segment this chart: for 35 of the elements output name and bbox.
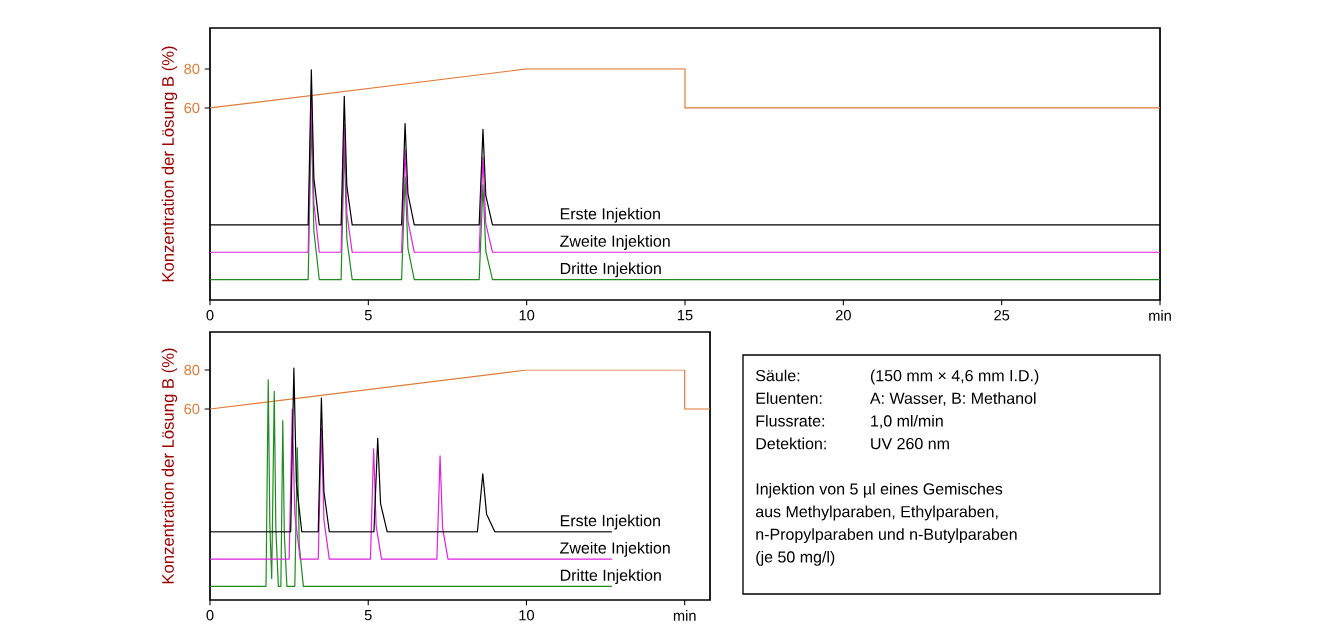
series-label: Zweite Injektion	[560, 541, 670, 557]
x-tick-label: 5	[364, 310, 372, 321]
text: 1,0 ml/min	[871, 414, 943, 429]
x-tick-label: min	[673, 610, 696, 621]
series-label: Dritte Injektion	[560, 569, 661, 585]
x-tick-label: 10	[519, 610, 535, 621]
text: n-Propylparaben und n-Butylparaben	[756, 528, 1017, 544]
y-axis-title: Konzentration der Lösung B (%)	[161, 348, 178, 584]
text: (je 50 mg/l)	[756, 550, 835, 566]
text: Eluenten:	[756, 392, 822, 404]
y-axis-title: Konzentration der Lösung B (%)	[161, 46, 178, 282]
x-tick-label: 0	[206, 610, 214, 621]
text: Injektion von 5 µl eines Gemisches	[756, 482, 1003, 498]
text: A: Wasser, B: Methanol	[869, 392, 1036, 406]
x-tick-label: 5	[364, 610, 372, 621]
y-tick-label: 60	[184, 102, 200, 114]
x-tick-label: 20	[835, 310, 851, 321]
x-tick-label: 25	[994, 310, 1010, 321]
text: (150 mm × 4,6 mm I.D.)	[870, 369, 1039, 385]
text: Säule:	[756, 369, 800, 382]
text: Flussrate:	[756, 414, 825, 427]
series-label: Dritte Injektion	[560, 262, 661, 278]
x-tick-label: min	[1149, 310, 1171, 321]
x-tick-label: 15	[677, 310, 693, 321]
text: aus Methylparaben, Ethylparaben,	[755, 505, 998, 521]
y-tick-label: 60	[184, 403, 200, 415]
series-label: Zweite Injektion	[560, 235, 670, 250]
x-tick-label: 0	[206, 310, 214, 321]
text: UV 260 nm	[871, 437, 949, 450]
y-tick-label: 80	[184, 63, 200, 75]
series-label: Erste Injektion	[560, 514, 660, 530]
y-tick-label: 80	[184, 364, 200, 376]
x-tick-label: 10	[519, 310, 535, 321]
series-label: Erste Injektion	[560, 207, 660, 223]
text: Detektion:	[756, 437, 826, 450]
